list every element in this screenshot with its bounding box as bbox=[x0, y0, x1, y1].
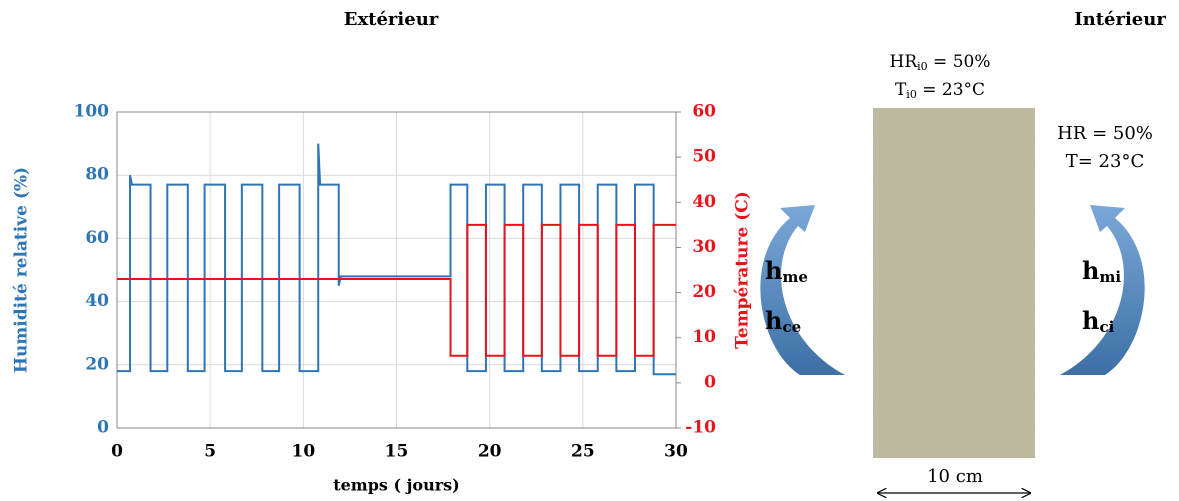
initial-temperature: Ti0 = 23°C bbox=[895, 80, 985, 102]
x-tick-label: 5 bbox=[204, 442, 216, 462]
y2-tick-label: 0 bbox=[704, 372, 716, 392]
interior-humidity: HR = 50% bbox=[1057, 123, 1153, 144]
plot-frame bbox=[116, 111, 677, 429]
x-tick-label: 25 bbox=[571, 442, 595, 462]
initial-humidity: HRi0 = 50% bbox=[890, 52, 991, 74]
x-tick-label: 0 bbox=[111, 442, 123, 462]
y2-tick-label: 40 bbox=[692, 192, 716, 212]
y2-tick-label: 30 bbox=[692, 237, 716, 257]
y2-axis-label: Température (C) bbox=[733, 191, 753, 349]
x-tick-label: 10 bbox=[291, 442, 315, 462]
x-tick-label: 15 bbox=[385, 442, 409, 462]
series-line bbox=[117, 143, 676, 376]
chart: 0 5 10 15 20 25 30 0 20 40 60 80 100 -10 0 10 20 30 40 50 60… bbox=[12, 102, 753, 495]
thickness-label: 10 cm bbox=[927, 466, 983, 487]
x-tick-label: 30 bbox=[664, 442, 688, 462]
y-tick-label: 0 bbox=[97, 418, 109, 438]
h-me: hme bbox=[765, 256, 808, 287]
x-axis-label: temps ( jours) bbox=[333, 476, 460, 495]
y2-tick-label: 60 bbox=[692, 102, 716, 122]
y2-tick-label: 20 bbox=[692, 282, 716, 302]
x-tick-label: 20 bbox=[478, 442, 502, 462]
interior-temperature: T= 23°C bbox=[1066, 151, 1145, 172]
y2-tick-label: 10 bbox=[692, 327, 716, 347]
y-tick-label: 60 bbox=[85, 228, 109, 248]
y-tick-label: 20 bbox=[85, 354, 109, 374]
y-axis-label: Humidité relative (%) bbox=[12, 167, 32, 373]
h-ci: hci bbox=[1082, 306, 1115, 337]
y-tick-label: 40 bbox=[85, 291, 109, 311]
series-line bbox=[117, 223, 676, 357]
h-ce: hce bbox=[765, 306, 801, 337]
y2-tick-label: 50 bbox=[692, 147, 716, 167]
y2-tick-label: -10 bbox=[685, 418, 716, 438]
sample-texture bbox=[873, 108, 1035, 458]
exterior-label: Extérieur bbox=[344, 9, 439, 30]
h-mi: hmi bbox=[1082, 256, 1121, 287]
y-tick-label: 100 bbox=[74, 102, 110, 122]
interior-arrow bbox=[1060, 205, 1145, 375]
interior-label: Intérieur bbox=[1074, 9, 1166, 30]
y-tick-label: 80 bbox=[85, 165, 109, 185]
exterior-arrow bbox=[760, 205, 845, 375]
